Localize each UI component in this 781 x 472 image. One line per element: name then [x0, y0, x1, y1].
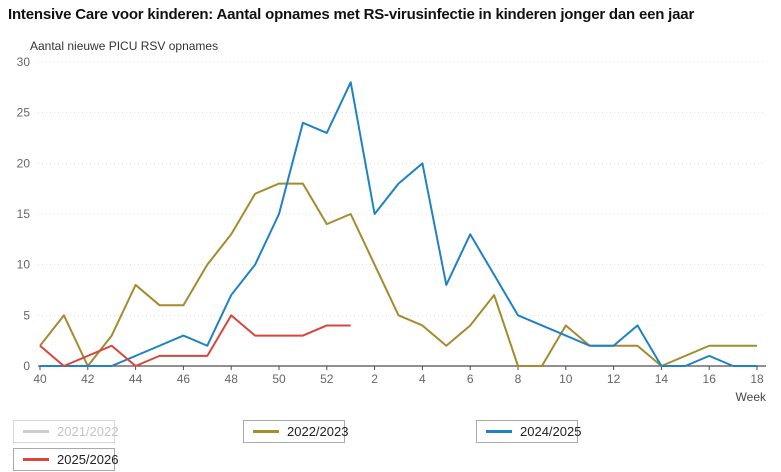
y-tick-label: 30: [17, 55, 31, 69]
legend-swatch-2024-2025: [486, 430, 512, 433]
series-line-2025-2026: [39, 314, 351, 367]
x-tick-label: 4: [419, 372, 426, 386]
x-tick-label: 12: [607, 372, 621, 386]
y-tick-label: 20: [17, 156, 31, 170]
legend-swatch-2025-2026: [23, 458, 49, 461]
x-tick-label: 48: [225, 372, 239, 386]
y-tick-label: 10: [17, 258, 31, 272]
legend-swatch-2022-2023: [253, 430, 279, 433]
legend-label: 2022/2023: [287, 424, 349, 439]
y-tick-label: 25: [17, 106, 31, 120]
series-line-2024-2025: [40, 81, 757, 367]
y-tick-label: 15: [17, 207, 31, 221]
legend-swatch-2021-2022: [23, 430, 49, 433]
x-tick-label: 40: [33, 372, 47, 386]
x-tick-label: 8: [515, 372, 522, 386]
y-tick-label: 0: [23, 359, 30, 373]
y-axis-title: Aantal nieuwe PICU RSV opnames: [30, 39, 219, 53]
y-tick-label: 5: [23, 308, 30, 322]
x-tick-label: 46: [177, 372, 191, 386]
x-tick-label: 52: [320, 372, 334, 386]
x-axis-title: Week: [736, 390, 767, 404]
x-tick-label: 44: [129, 372, 143, 386]
legend-label: 2021/2022: [57, 424, 119, 439]
legend-label: 2024/2025: [520, 424, 582, 439]
legend-item-2021-2022[interactable]: 2021/2022: [13, 420, 119, 443]
x-tick-label: 42: [81, 372, 95, 386]
x-tick-label: 50: [272, 372, 286, 386]
x-tick-label: 16: [703, 372, 717, 386]
page-title: Intensive Care voor kinderen: Aantal opn…: [8, 6, 695, 23]
x-tick-label: 14: [655, 372, 669, 386]
x-tick-label: 6: [467, 372, 474, 386]
legend-label: 2025/2026: [57, 452, 119, 467]
series-line-2022-2023: [39, 182, 757, 367]
legend-item-2022-2023[interactable]: 2022/2023: [243, 420, 349, 443]
legend-item-2024-2025[interactable]: 2024/2025: [476, 420, 582, 443]
legend-item-2025-2026[interactable]: 2025/2026: [13, 448, 119, 471]
x-tick-label: 10: [559, 372, 573, 386]
x-tick-label: 18: [750, 372, 764, 386]
x-tick-label: 2: [371, 372, 378, 386]
